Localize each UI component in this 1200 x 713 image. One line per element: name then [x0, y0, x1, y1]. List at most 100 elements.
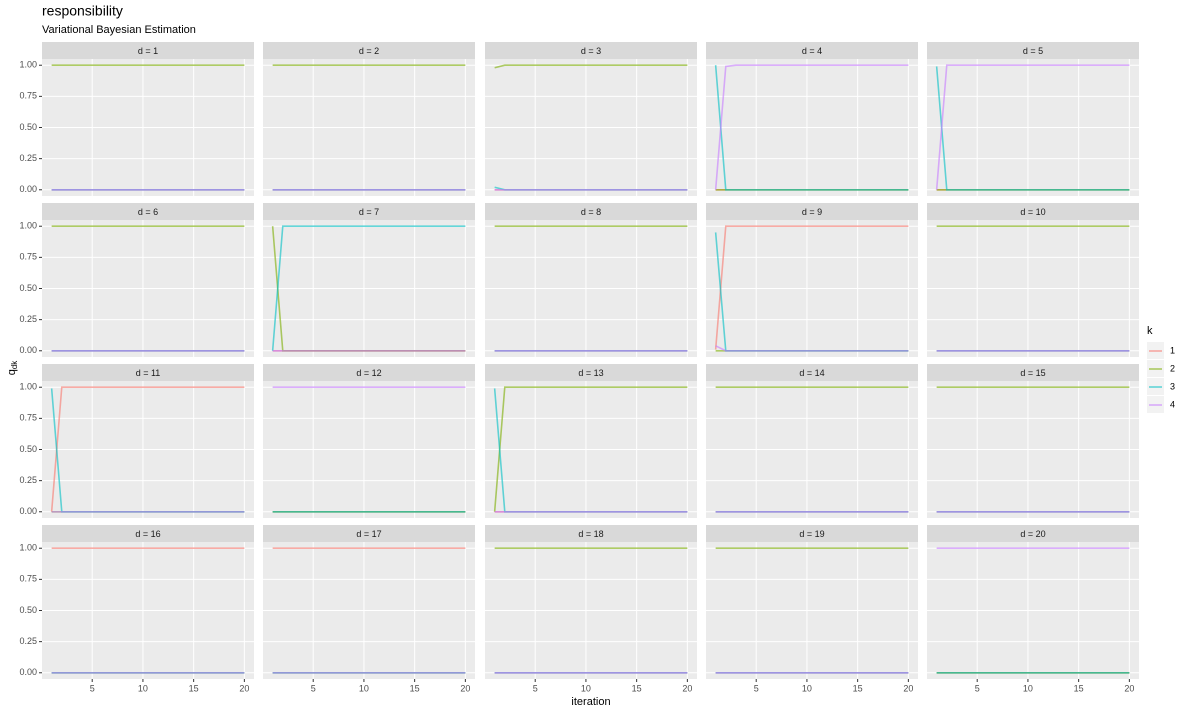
strip	[485, 364, 697, 381]
legend-label: 1	[1170, 345, 1175, 355]
strip-label: d = 18	[578, 529, 603, 539]
legend-label: 2	[1170, 363, 1175, 373]
x-tick-label: 15	[1074, 683, 1084, 693]
series-line	[50, 386, 245, 512]
y-tick-label: 0.25	[19, 636, 37, 646]
x-tick-label: 5	[533, 683, 538, 693]
y-tick-label: 1.00	[19, 543, 37, 553]
x-tick-label: 5	[311, 683, 316, 693]
strip-label: d = 19	[799, 529, 824, 539]
strip-label: d = 2	[359, 46, 379, 56]
strip	[706, 525, 918, 542]
strip	[263, 203, 475, 220]
x-tick-label: 20	[903, 683, 913, 693]
y-tick-label: 0.00	[19, 345, 37, 355]
x-tick-label: 20	[460, 683, 470, 693]
y-tick-label: 0.50	[19, 122, 37, 132]
strip	[42, 525, 254, 542]
y-tick-label: 0.00	[19, 184, 37, 194]
strip-label: d = 4	[802, 46, 822, 56]
strip-label: d = 15	[1020, 368, 1045, 378]
y-tick-label: 0.00	[19, 667, 37, 677]
strip	[485, 42, 697, 59]
x-tick-label: 20	[1124, 683, 1134, 693]
strip	[42, 203, 254, 220]
legend-label: 3	[1170, 381, 1175, 391]
y-tick-label: 0.25	[19, 153, 37, 163]
x-tick-label: 15	[632, 683, 642, 693]
strip	[263, 364, 475, 381]
series-line	[494, 64, 688, 69]
y-tick-label: 0.50	[19, 283, 37, 293]
x-tick-label: 10	[581, 683, 591, 693]
strip-label: d = 8	[581, 207, 601, 217]
strip-label: d = 12	[356, 368, 381, 378]
legend-title: k	[1147, 325, 1153, 337]
strip	[485, 525, 697, 542]
y-tick-label: 0.25	[19, 314, 37, 324]
strip-label: d = 16	[135, 529, 160, 539]
strip-label: d = 6	[138, 207, 158, 217]
strip	[927, 203, 1139, 220]
series-line	[935, 64, 1130, 190]
strip	[706, 42, 918, 59]
strip-label: d = 10	[1020, 207, 1045, 217]
series-line	[935, 66, 1130, 191]
x-tick-label: 20	[239, 683, 249, 693]
y-tick-label: 0.75	[19, 252, 37, 262]
x-tick-label: 5	[754, 683, 759, 693]
x-tick-label: 20	[682, 683, 692, 693]
y-tick-label: 0.75	[19, 91, 37, 101]
series-line	[714, 64, 909, 190]
strip	[706, 364, 918, 381]
strip-label: d = 11	[136, 368, 161, 378]
x-tick-label: 10	[138, 683, 148, 693]
y-axis-label: qdk	[6, 360, 19, 376]
strip-label: d = 7	[359, 207, 379, 217]
y-tick-label: 0.00	[19, 506, 37, 516]
strip	[42, 364, 254, 381]
x-tick-label: 5	[90, 683, 95, 693]
y-tick-label: 0.75	[19, 413, 37, 423]
strip	[485, 203, 697, 220]
strip	[263, 42, 475, 59]
x-tick-label: 10	[359, 683, 369, 693]
x-tick-label: 10	[802, 683, 812, 693]
y-tick-label: 0.25	[19, 475, 37, 485]
series-line	[714, 225, 909, 350]
strip-label: d = 3	[581, 46, 601, 56]
y-tick-label: 1.00	[19, 382, 37, 392]
y-axis-label-main: q	[6, 369, 18, 375]
series-line	[714, 65, 909, 191]
x-tick-label: 15	[189, 683, 199, 693]
strip-label: d = 17	[356, 529, 381, 539]
strip-label: d = 1	[138, 46, 158, 56]
strip-label: d = 20	[1020, 529, 1045, 539]
y-axis-label-sub: dk	[10, 360, 19, 369]
series-line	[493, 386, 688, 512]
y-tick-label: 1.00	[19, 60, 37, 70]
strip	[42, 42, 254, 59]
series-line	[715, 345, 909, 352]
chart-subtitle: Variational Bayesian Estimation	[42, 24, 196, 36]
x-axis-label: iteration	[571, 696, 610, 708]
x-tick-label: 15	[853, 683, 863, 693]
strip	[927, 525, 1139, 542]
y-tick-label: 0.50	[19, 444, 37, 454]
y-tick-label: 1.00	[19, 221, 37, 231]
chart-title: responsibility	[42, 3, 123, 19]
strip	[927, 364, 1139, 381]
strip	[706, 203, 918, 220]
strip	[927, 42, 1139, 59]
y-tick-label: 0.50	[19, 605, 37, 615]
x-tick-label: 15	[410, 683, 420, 693]
strip-label: d = 9	[802, 207, 822, 217]
x-tick-label: 5	[975, 683, 980, 693]
legend-label: 4	[1170, 399, 1175, 409]
x-tick-label: 10	[1023, 683, 1033, 693]
y-tick-label: 0.75	[19, 574, 37, 584]
strip	[263, 525, 475, 542]
series-line	[271, 225, 466, 351]
strip-label: d = 5	[1023, 46, 1043, 56]
